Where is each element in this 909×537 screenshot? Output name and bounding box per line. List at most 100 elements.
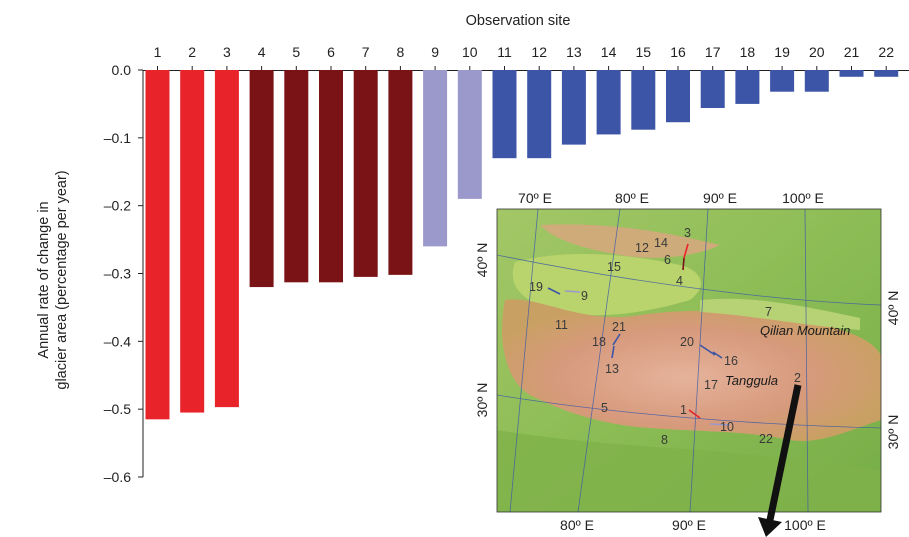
map-site-label-2: 2 (794, 371, 801, 385)
map-site-label-11: 11 (555, 318, 568, 332)
y-tick-label: –0.2 (104, 198, 131, 214)
bar-site-1 (145, 70, 170, 420)
x-tick-label-7: 7 (362, 44, 370, 60)
bar-site-22 (874, 70, 899, 77)
bar-site-7 (353, 70, 378, 277)
x-tick-label-8: 8 (397, 44, 405, 60)
x-tick-label-19: 19 (774, 44, 790, 60)
lon-label-bottom-100: 100º E (784, 517, 826, 533)
bar-site-14 (596, 70, 621, 135)
y-tick-label: 0.0 (112, 62, 132, 78)
bar-site-20 (804, 70, 829, 92)
x-tick-label-6: 6 (327, 44, 335, 60)
y-tick-label: –0.5 (104, 401, 131, 417)
y-tick-label: –0.4 (104, 333, 131, 349)
y-axis-title-line2: glacier area (percentage per year) (54, 170, 70, 389)
lat-label-left-40: 40º N (474, 243, 490, 278)
map-site-label-13: 13 (605, 362, 619, 376)
lon-label-top-80: 80º E (615, 190, 649, 206)
x-tick-label-15: 15 (636, 44, 652, 60)
lon-label-bottom-80: 80º E (560, 517, 594, 533)
x-tick-label-13: 13 (566, 44, 582, 60)
map-site-label-18: 18 (592, 335, 606, 349)
bar-site-16 (666, 70, 690, 123)
lon-label-bottom-90: 90º E (672, 517, 706, 533)
place-tanggula: Tanggula (725, 373, 778, 388)
bar-site-19 (770, 70, 795, 92)
x-tick-label-11: 11 (497, 44, 512, 60)
map-site-label-21: 21 (612, 320, 626, 334)
bar-site-8 (388, 70, 413, 275)
tarim-basin (512, 254, 701, 316)
bar-site-11 (492, 70, 517, 159)
map-site-label-9: 9 (581, 289, 588, 303)
qilian-green (700, 298, 860, 330)
x-tick-label-3: 3 (223, 44, 231, 60)
tibetan-plateau (502, 299, 881, 441)
x-tick-label-21: 21 (844, 44, 860, 60)
map-site-label-6: 6 (664, 253, 671, 267)
map-site-label-16: 16 (724, 354, 738, 368)
bar-site-12 (527, 70, 552, 159)
x-tick-label-16: 16 (670, 44, 686, 60)
northern-mountains (540, 224, 720, 258)
lon-label-top-70: 70º E (518, 190, 552, 206)
map-frame (496, 208, 882, 513)
x-tick-label-22: 22 (878, 44, 894, 60)
x-tick-label-18: 18 (740, 44, 756, 60)
map-site-label-3: 3 (684, 226, 691, 240)
map-site-label-19: 19 (529, 280, 543, 294)
map-site-label-7: 7 (765, 305, 772, 319)
y-ticks: 0.0 –0.1 –0.2 –0.3 –0.4 –0.5 –0.6 (104, 62, 143, 485)
bar-site-10 (457, 70, 482, 199)
map-site-label-12: 12 (635, 241, 649, 255)
bar-site-2 (180, 70, 205, 413)
y-tick-label: –0.3 (104, 266, 131, 282)
bar-site-3 (214, 70, 239, 408)
lat-label-left-30: 30º N (474, 383, 490, 418)
south-lowland (497, 430, 881, 512)
x-axis-title: Observation site (466, 13, 571, 29)
map-site-label-22: 22 (759, 432, 773, 446)
site-arrows (547, 243, 731, 426)
bars (145, 70, 899, 420)
graticule (497, 209, 881, 512)
x-tick-label-4: 4 (258, 44, 266, 60)
x-tick-label-10: 10 (462, 44, 478, 60)
lon-label-top-90: 90º E (703, 190, 737, 206)
map-site-label-14: 14 (654, 236, 668, 250)
x-tick-label-17: 17 (705, 44, 721, 60)
x-tick-label-2: 2 (188, 44, 196, 60)
map-site-label-1: 1 (680, 403, 687, 417)
bar-site-6 (319, 70, 343, 283)
map-site-label-10: 10 (720, 420, 734, 434)
lat-label-right-30: 30º N (885, 415, 901, 450)
bar-site-17 (700, 70, 725, 108)
y-axis-title-2: glacier area (percentage per year) (54, 170, 70, 389)
inset-map: 70º E 80º E 90º E 100º E 80º E 90º E 100… (474, 190, 901, 537)
map-site-label-20: 20 (680, 335, 694, 349)
pointer-arrow (766, 384, 802, 521)
x-tick-label-1: 1 (154, 44, 162, 60)
lat-label-right-40: 40º N (885, 291, 901, 326)
bar-site-21 (839, 70, 864, 77)
bar-site-15 (631, 70, 656, 130)
map-site-label-17: 17 (704, 378, 718, 392)
map-site-label-15: 15 (607, 260, 621, 274)
y-axis-title: Annual rate of change in (36, 201, 52, 358)
x-tick-label-20: 20 (809, 44, 825, 60)
lon-label-top-100: 100º E (782, 190, 824, 206)
pointer-arrowhead-icon (758, 517, 782, 537)
map-site-label-8: 8 (661, 433, 668, 447)
place-qilian-mountain: Qilian Mountain (760, 323, 850, 338)
x-tick-label-5: 5 (292, 44, 300, 60)
bar-site-9 (423, 70, 448, 247)
y-tick-label: –0.1 (104, 130, 131, 146)
x-tick-label-12: 12 (531, 44, 547, 60)
x-tick-label-14: 14 (601, 44, 617, 60)
bar-site-5 (284, 70, 309, 283)
map-site-label-5: 5 (601, 401, 608, 415)
map-site-label-4: 4 (676, 274, 683, 288)
